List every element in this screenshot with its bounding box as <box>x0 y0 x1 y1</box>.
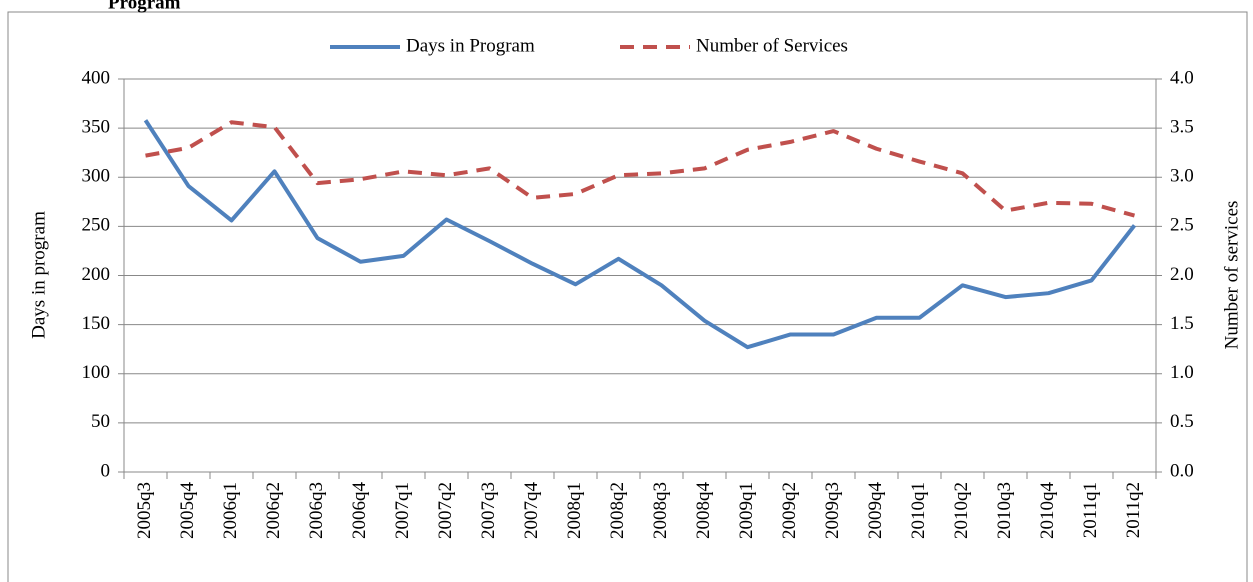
x-tick-label: 2008q4 <box>693 482 714 540</box>
y2-tick-label: 0.0 <box>1170 460 1194 481</box>
y-tick-label: 0 <box>101 460 111 481</box>
y2-axis-label: Number of services <box>1221 201 1242 350</box>
y2-tick-label: 1.0 <box>1170 362 1194 383</box>
y-tick-label: 200 <box>82 264 111 285</box>
x-tick-label: 2007q2 <box>435 482 456 539</box>
x-tick-label: 2009q2 <box>779 482 800 539</box>
x-tick-label: 2006q2 <box>263 482 284 539</box>
y2-tick-label: 4.0 <box>1170 67 1194 88</box>
x-tick-label: 2010q4 <box>1037 482 1058 540</box>
x-tick-label: 2011q1 <box>1080 482 1101 538</box>
y-tick-label: 50 <box>91 411 110 432</box>
y-tick-label: 400 <box>82 67 111 88</box>
y2-tick-label: 1.5 <box>1170 313 1194 334</box>
series-line <box>145 120 1136 218</box>
y2-tick-label: 3.5 <box>1170 116 1194 137</box>
x-tick-label: 2008q3 <box>650 482 671 539</box>
y-tick-label: 250 <box>82 215 111 236</box>
y2-tick-label: 2.5 <box>1170 215 1194 236</box>
x-tick-label: 2010q1 <box>908 482 929 539</box>
y2-tick-label: 2.0 <box>1170 264 1194 285</box>
legend-label: Number of Services <box>696 35 848 56</box>
series-line <box>143 119 1137 350</box>
y-tick-label: 350 <box>82 116 111 137</box>
y-axis-label: Days in program <box>28 211 49 339</box>
y-tick-label: 150 <box>82 313 111 334</box>
x-tick-label: 2010q2 <box>951 482 972 539</box>
x-tick-label: 2009q3 <box>822 482 843 539</box>
chart-frame <box>7 11 1248 582</box>
x-tick-label: 2007q1 <box>392 482 413 539</box>
x-tick-label: 2006q3 <box>306 482 327 539</box>
y-tick-label: 300 <box>82 166 111 187</box>
x-tick-label: 2006q1 <box>220 482 241 539</box>
x-tick-label: 2010q3 <box>994 482 1015 539</box>
x-tick-label: 2011q2 <box>1123 482 1144 538</box>
x-tick-label: 2008q2 <box>607 482 628 539</box>
x-tick-label: 2008q1 <box>564 482 585 539</box>
x-tick-label: 2007q4 <box>521 482 542 540</box>
legend-label: Days in Program <box>406 35 535 56</box>
chart-title: Program <box>108 0 181 13</box>
x-tick-label: 2006q4 <box>349 482 370 540</box>
x-tick-label: 2009q1 <box>736 482 757 539</box>
y-tick-label: 100 <box>82 362 111 383</box>
y2-tick-label: 0.5 <box>1170 411 1194 432</box>
x-tick-label: 2007q3 <box>478 482 499 539</box>
y2-tick-label: 3.0 <box>1170 166 1194 187</box>
x-tick-label: 2005q3 <box>134 482 155 539</box>
x-tick-label: 2009q4 <box>865 482 886 540</box>
x-tick-label: 2005q4 <box>177 482 198 540</box>
